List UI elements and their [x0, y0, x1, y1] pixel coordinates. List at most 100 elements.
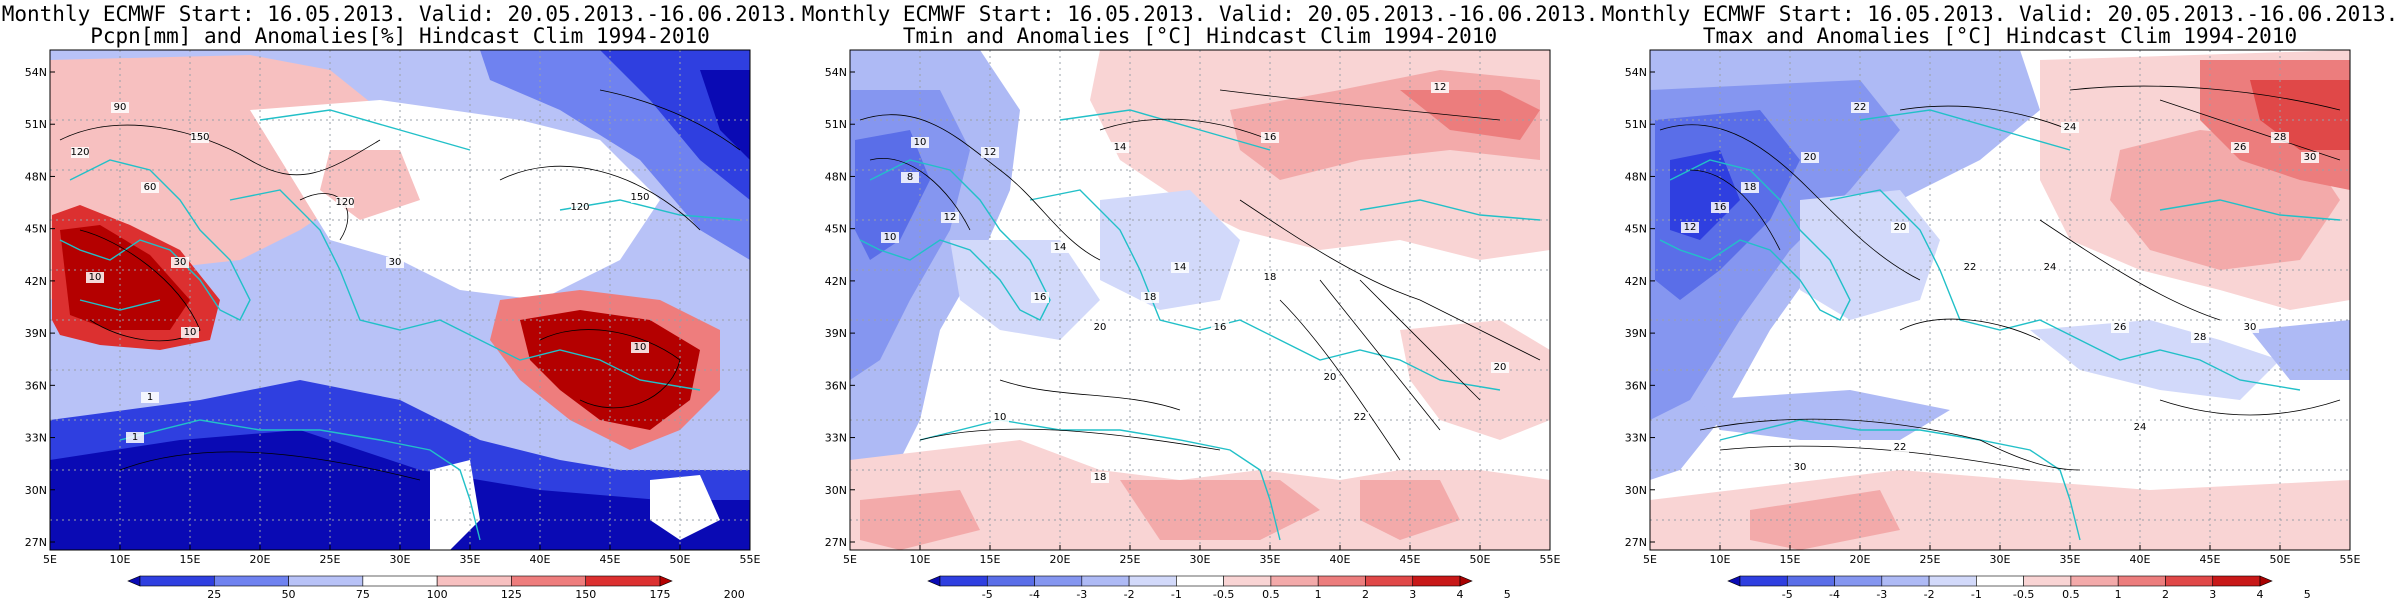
lon-tick-label: 5E — [1643, 553, 1657, 566]
lon-tick-label: 45E — [2200, 553, 2221, 566]
lon-tick-label: 55E — [1540, 553, 1561, 566]
colorbar-segment — [436, 575, 512, 587]
colorbar-label: 3 — [2209, 588, 2216, 600]
contour-label-bg — [2271, 132, 2289, 143]
contour-label-bg — [1851, 102, 1869, 113]
contour-label-bg — [981, 147, 999, 158]
colorbar-label: 2 — [1362, 588, 1369, 600]
contour-label-bg — [1261, 272, 1279, 283]
lat-tick-label: 33N — [25, 432, 47, 445]
contour-label: 30 — [1794, 462, 1807, 473]
contour-label-bg — [2191, 332, 2209, 343]
colorbar-segment — [139, 575, 215, 587]
contour-label-bg — [1091, 322, 1109, 333]
lat-tick-label: 33N — [825, 432, 847, 445]
lon-tick-label: 15E — [180, 553, 201, 566]
colorbar-label: 2 — [2162, 588, 2169, 600]
contour-label: 22 — [1894, 442, 1907, 453]
contour-label-bg — [1321, 372, 1339, 383]
lat-tick-label: 45N — [825, 223, 847, 236]
contour-label: 12 — [1684, 222, 1697, 233]
colorbar-segment — [1365, 575, 1414, 587]
contour-label-bg — [1741, 182, 1759, 193]
contour-label: 150 — [190, 132, 209, 143]
contour-label-bg — [2061, 122, 2079, 133]
panel-title-line2: Pcpn[mm] and Anomalies[%] Hindcast Clim … — [90, 24, 710, 48]
lon-tick-label: 30E — [1190, 553, 1211, 566]
lat-tick-label: 39N — [25, 327, 47, 340]
colorbar-label: 0.5 — [1262, 588, 1280, 600]
colorbar-segment — [2023, 575, 2072, 587]
lon-tick-label: 20E — [250, 553, 271, 566]
contour-label: 16 — [1264, 132, 1277, 143]
contour-label: 90 — [114, 102, 127, 113]
contour-label: 12 — [984, 147, 997, 158]
colorbar-segment — [1176, 575, 1224, 587]
lat-tick-label: 30N — [25, 484, 47, 497]
contour-label-bg — [1891, 222, 1909, 233]
colorbar-label: -3 — [1876, 588, 1887, 600]
contour-label-bg — [1801, 152, 1819, 163]
lat-tick-label: 30N — [1625, 484, 1647, 497]
colorbar-segment — [1412, 575, 1461, 587]
lon-tick-label: 40E — [530, 553, 551, 566]
map-panel-tmax: Monthly ECMWF Start: 16.05.2013. Valid: … — [1600, 0, 2400, 600]
contour-label: 18 — [1094, 472, 1107, 483]
contour-label-bg — [111, 102, 129, 113]
colorbar: -5 -4 -3 -2 -1 -0.5 0.5 1 2 3 4 5 — [1727, 575, 2311, 600]
contour-label-bg — [2231, 142, 2249, 153]
colorbar-label: -5 — [982, 588, 993, 600]
contour-label-bg — [1171, 262, 1189, 273]
contour-label-bg — [86, 272, 104, 283]
colorbar-segment — [1034, 575, 1083, 587]
contour-label-bg — [71, 147, 89, 158]
lon-tick-label: 55E — [740, 553, 761, 566]
contour-label-bg — [1891, 442, 1909, 453]
panel-title-line2: Tmin and Anomalies [°C] Hindcast Clim 19… — [902, 24, 1498, 48]
lat-tick-label: 39N — [825, 327, 847, 340]
contour-label: 20 — [1804, 152, 1817, 163]
contours — [859, 89, 1541, 461]
lon-tick-label: 25E — [1120, 553, 1141, 566]
contour-label: 30 — [2304, 152, 2317, 163]
colorbar-label: 75 — [356, 588, 370, 600]
lat-tick-label: 36N — [1625, 379, 1647, 392]
colorbar-label: -4 — [1829, 588, 1840, 600]
contour-label: 24 — [2044, 262, 2057, 273]
contour-label: 60 — [144, 182, 157, 193]
colorbar-label: 125 — [501, 588, 522, 600]
contour-label: 30 — [2244, 322, 2257, 333]
colorbar-label: -3 — [1076, 588, 1087, 600]
lat-tick-label: 48N — [1625, 170, 1647, 183]
lon-tick-label: 30E — [390, 553, 411, 566]
colorbar-label: 175 — [650, 588, 671, 600]
lat-tick-label: 51N — [825, 118, 847, 131]
colorbar-arrow-high — [659, 575, 673, 587]
contour-label: 18 — [1264, 272, 1277, 283]
anomaly-shading — [50, 50, 750, 550]
lat-tick-label: 27N — [25, 536, 47, 549]
lat-tick-label: 27N — [825, 536, 847, 549]
colorbar-segment — [1223, 575, 1272, 587]
lon-tick-label: 45E — [1400, 553, 1421, 566]
colorbar-arrow-low — [927, 575, 941, 587]
colorbar-label: -1 — [1971, 588, 1982, 600]
colorbar-label: 4 — [2257, 588, 2264, 600]
contour-label-bg — [911, 137, 929, 148]
colorbar-label: 200 — [724, 588, 745, 600]
contour-label: 28 — [2274, 132, 2287, 143]
colorbar-segment — [2212, 575, 2261, 587]
lon-tick-label: 15E — [1780, 553, 1801, 566]
contour-label: 1 — [132, 432, 138, 443]
contour-label-bg — [631, 192, 649, 203]
lon-tick-label: 25E — [1920, 553, 1941, 566]
colorbar-label: 25 — [207, 588, 221, 600]
contour-label: 10 — [994, 412, 1007, 423]
lon-tick-label: 10E — [110, 553, 131, 566]
contour-label: 14 — [1114, 142, 1127, 153]
lon-tick-label: 10E — [1710, 553, 1731, 566]
contour-label: 20 — [1094, 322, 1107, 333]
contour-label: 14 — [1054, 242, 1067, 253]
lat-tick-label: 48N — [825, 170, 847, 183]
lat-tick-label: 27N — [1625, 536, 1647, 549]
